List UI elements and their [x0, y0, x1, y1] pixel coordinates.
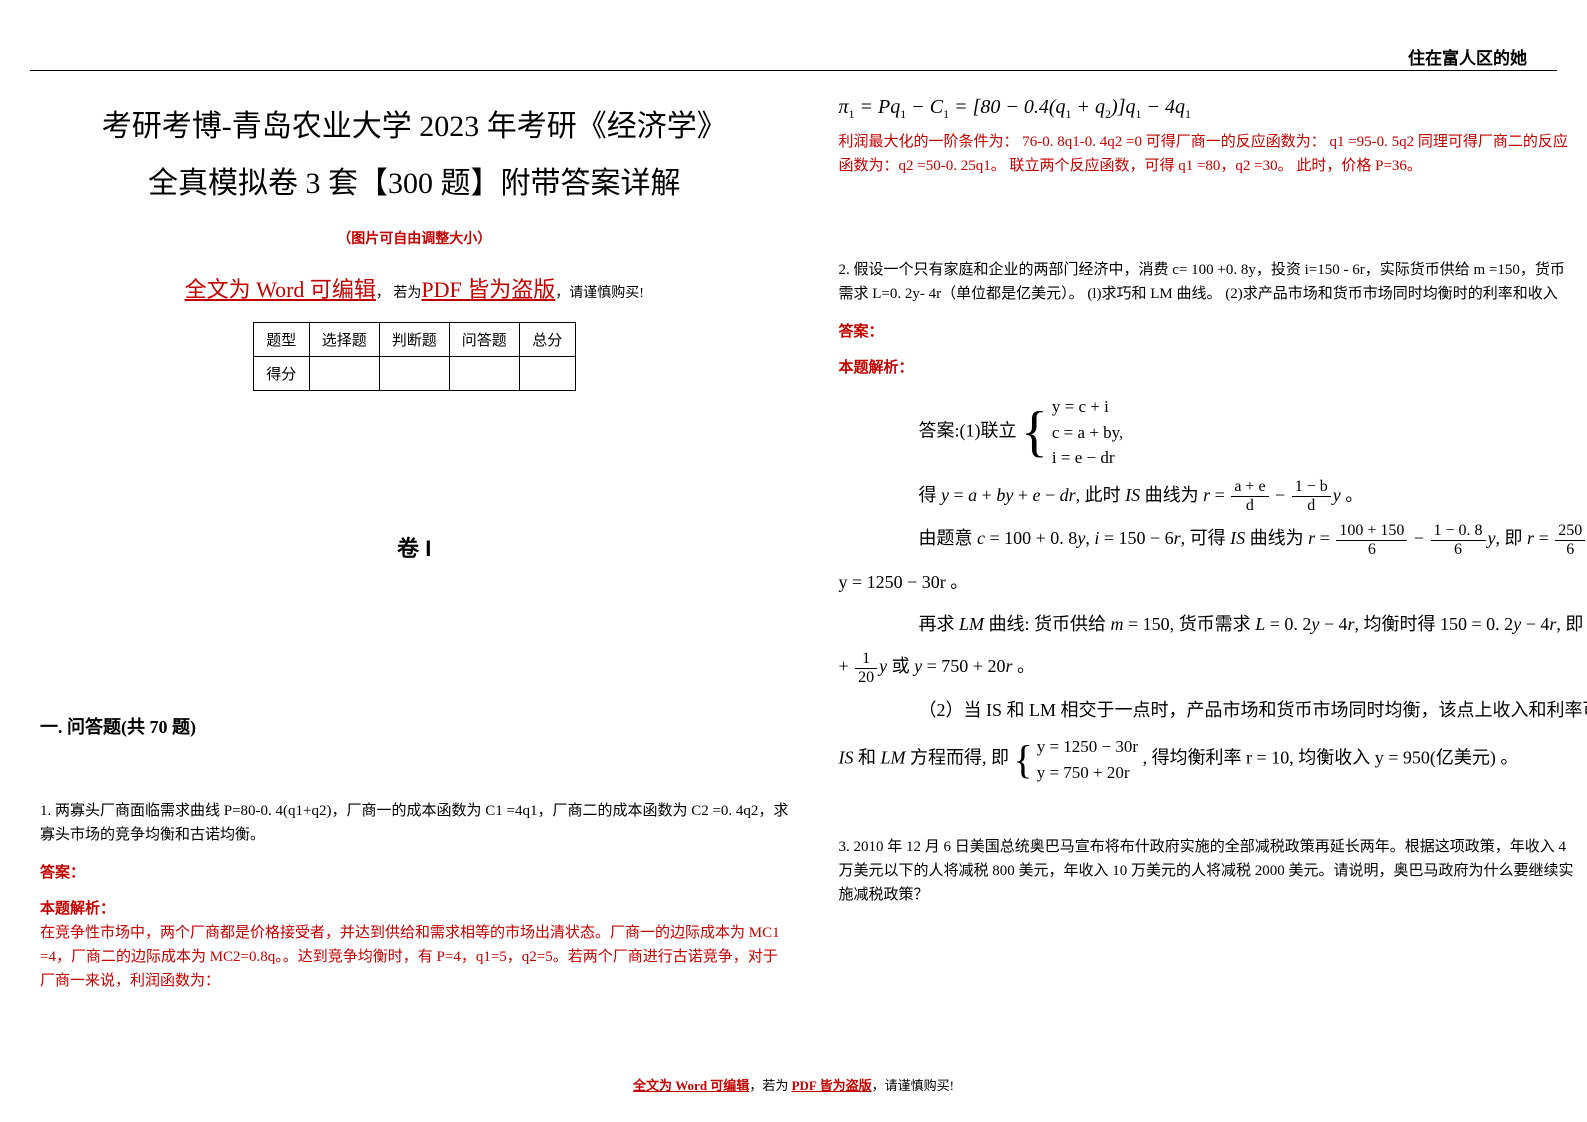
ans-prefix: 答案:(1)联立	[919, 420, 1017, 440]
footer-pdf-label: PDF 皆为盗版	[792, 1078, 872, 1093]
frac-250-den: 6	[1336, 541, 1407, 559]
q2-text: 2. 假设一个只有家庭和企业的两部门经济中，消费 c= 100 +0. 8y，投…	[839, 258, 1578, 306]
footer-mid: ，若为	[749, 1078, 791, 1093]
q1-parse-label: 本题解析：	[40, 897, 789, 921]
lm-result-line: + 120y 或 y = 750 + 20r 。	[839, 648, 1578, 686]
sys1-eq-b: c = a + by,	[1052, 420, 1123, 446]
frac-120-den: 20	[855, 669, 877, 687]
frac-120-num: 1	[855, 650, 877, 669]
page-footer: 全文为 Word 可编辑，若为 PDF 皆为盗版，请谨慎购买!	[0, 1075, 1587, 1094]
section-1-title: 一. 问答题(共 70 题)	[40, 713, 789, 739]
left-column: 考研考博-青岛农业大学 2023 年考研《经济学》 全真模拟卷 3 套【300 …	[30, 80, 809, 1062]
td-empty-1	[309, 357, 379, 391]
part2-intro: （2）当 IS 和 LM 相交于一点时，产品市场和货币市场同时均衡，该点上收入和…	[839, 692, 1578, 728]
brace-icon-2: {	[1014, 742, 1033, 778]
td-empty-4	[519, 357, 575, 391]
question-3: 3. 2010 年 12 月 6 日美国总统奥巴马宣布将布什政府实施的全部减税政…	[839, 835, 1578, 907]
frac-108-den: 6	[1431, 541, 1486, 559]
system-1: { y = c + i c = a + by, i = e − dr	[1021, 394, 1123, 471]
pdf-pirate-label: PDF 皆为盗版	[421, 277, 555, 302]
td-score-label: 得分	[253, 357, 309, 391]
q1-parse-text: 在竞争性市场中，两个厂商都是价格接受者，并达到供给和需求相等的市场出清状态。厂商…	[40, 921, 789, 993]
warn-mid: ， 若为	[376, 286, 422, 301]
score-table-header-row: 题型 选择题 判断题 问答题 总分	[253, 323, 575, 357]
th-type: 题型	[253, 323, 309, 357]
frac-r1-den: 6	[1555, 541, 1585, 559]
brace-icon: {	[1021, 407, 1048, 457]
frac-r1-num: 250	[1555, 522, 1585, 541]
td-empty-3	[449, 357, 519, 391]
footer-word-label: 全文为 Word 可编辑	[633, 1078, 749, 1093]
frac-1b-num: 1 − b	[1292, 478, 1331, 497]
warn-suffix: ，请谨慎购买!	[555, 286, 644, 301]
question-1: 1. 两寡头厂商面临需求曲线 P=80-0. 4(q1+q2)，厂商一的成本函数…	[40, 799, 789, 993]
q2-parse-label: 本题解析：	[839, 356, 1578, 380]
q2-math: 答案:(1)联立 { y = c + i c = a + by, i = e −…	[839, 394, 1578, 785]
frac-ae-num: a + e	[1231, 478, 1268, 497]
header-top-right: 住在富人区的她	[1408, 44, 1527, 69]
q1-answer-label: 答案：	[40, 861, 789, 885]
frac-108-num: 1 − 0. 8	[1431, 522, 1486, 541]
q2-sys1: 答案:(1)联立 { y = c + i c = a + by, i = e −…	[839, 394, 1578, 471]
sys2-eq-a: y = 1250 − 30r	[1037, 734, 1138, 760]
image-resize-note: （图片可自由调整大小）	[40, 228, 789, 248]
score-table-score-row: 得分	[253, 357, 575, 391]
question-2: 2. 假设一个只有家庭和企业的两部门经济中，消费 c= 100 +0. 8y，投…	[839, 258, 1578, 785]
frac-1b-den: d	[1292, 497, 1331, 515]
doc-title: 考研考博-青岛农业大学 2023 年考研《经济学》 全真模拟卷 3 套【300 …	[40, 98, 789, 212]
volume-label: 卷 I	[40, 531, 789, 563]
first-order-condition: 利润最大化的一阶条件为： 76-0. 8q1-0. 4q2 =0 可得厂商一的反…	[839, 130, 1578, 178]
is-curve-line: 得 y = a + by + e − dr, 此时 IS 曲线为 r = a +…	[839, 477, 1578, 515]
part2-pre-text: （2）当 IS 和 LM 相交于一点时，产品市场和货币市场同时均衡，该点上收入和…	[919, 700, 1587, 720]
q2-answer-label: 答案：	[839, 320, 1578, 344]
y-equals-line: y = 1250 − 30r 。	[839, 564, 1578, 600]
page-columns: 考研考博-青岛农业大学 2023 年考研《经济学》 全真模拟卷 3 套【300 …	[30, 80, 1587, 1062]
q1-text: 1. 两寡头厂商面临需求曲线 P=80-0. 4(q1+q2)，厂商一的成本函数…	[40, 799, 789, 847]
part2-result: , 得均衡利率 r = 10, 均衡收入 y = 950(亿美元) 。	[1143, 748, 1519, 768]
part2-system: IS 和 LM 方程而得, 即 { y = 1250 − 30r y = 750…	[839, 734, 1578, 785]
th-judge: 判断题	[379, 323, 449, 357]
word-editable-label: 全文为 Word 可编辑	[185, 277, 376, 302]
right-column: π1 = Pq1 − C1 = [80 − 0.4(q1 + q2)]q1 − …	[809, 80, 1587, 1062]
score-table: 题型 选择题 判断题 问答题 总分 得分	[253, 322, 576, 391]
editable-warning: 全文为 Word 可编辑， 若为PDF 皆为盗版，请谨慎购买!	[40, 272, 789, 304]
th-choice: 选择题	[309, 323, 379, 357]
is-curve-values: 由题意 c = 100 + 0. 8y, i = 150 − 6r, 可得 IS…	[839, 520, 1578, 558]
sys1-eq-c: i = e − dr	[1052, 445, 1123, 471]
title-line-1: 考研考博-青岛农业大学 2023 年考研《经济学》	[40, 98, 789, 155]
system-2: { y = 1250 − 30r y = 750 + 20r	[1014, 734, 1139, 785]
pi-formula: π1 = Pq1 − C1 = [80 − 0.4(q1 + q2)]q1 − …	[839, 96, 1578, 122]
frac-250-num: 100 + 150	[1336, 522, 1407, 541]
th-total: 总分	[519, 323, 575, 357]
lm-curve-line: 再求 LM 曲线: 货币供给 m = 150, 货币需求 L = 0. 2y −…	[839, 606, 1578, 642]
th-qa: 问答题	[449, 323, 519, 357]
header-divider	[30, 70, 1557, 71]
td-empty-2	[379, 357, 449, 391]
frac-ae-den: d	[1231, 497, 1268, 515]
title-line-2: 全真模拟卷 3 套【300 题】附带答案详解	[40, 155, 789, 212]
q3-text: 3. 2010 年 12 月 6 日美国总统奥巴马宣布将布什政府实施的全部减税政…	[839, 835, 1578, 907]
footer-suffix: ，请谨慎购买!	[872, 1078, 954, 1093]
sys1-eq-a: y = c + i	[1052, 394, 1123, 420]
sys2-eq-b: y = 750 + 20r	[1037, 760, 1138, 786]
